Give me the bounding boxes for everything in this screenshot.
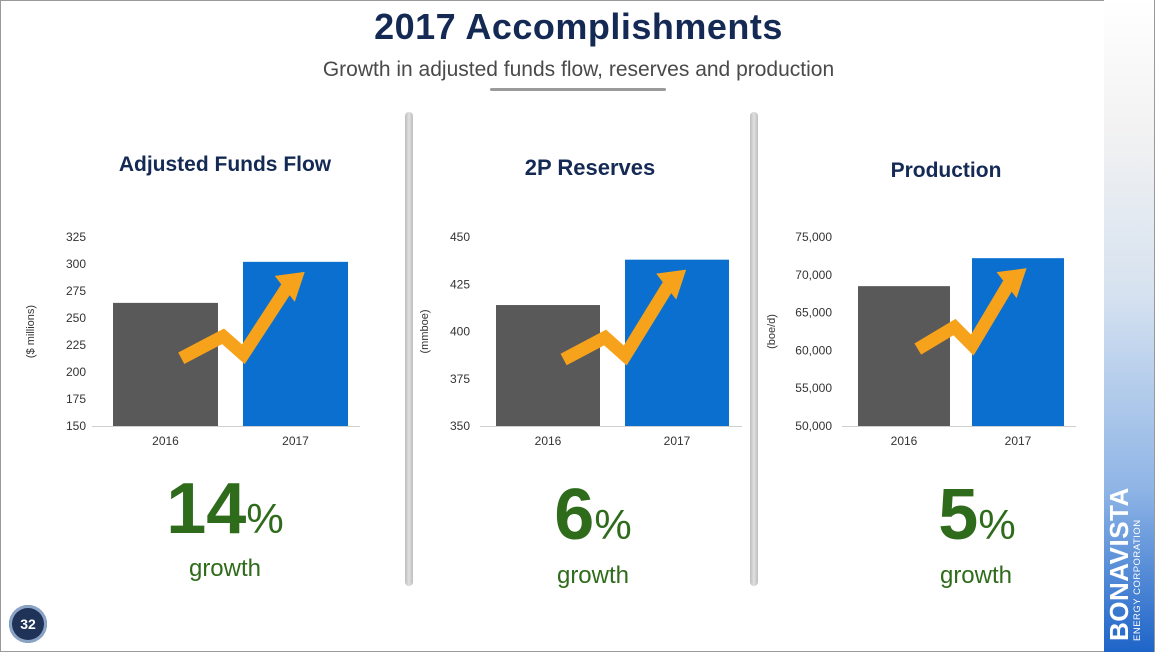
y-tick-label: 150 [66,419,86,433]
y-tick-label: 300 [66,257,86,271]
growth-number: 5 [938,475,979,555]
growth-production: 5% [862,474,1092,556]
panel-title-2p-reserves: 2P Reserves [524,155,656,180]
growth-arrow-head [996,268,1027,299]
growth-number: 6 [554,475,595,555]
y-tick-label: 375 [450,372,470,386]
growth-label: growth [188,555,262,582]
y-tick-label: 175 [66,392,86,406]
slide-title: 2017 Accomplishments [374,6,783,47]
x-tick-label: 2016 [891,434,918,448]
y-tick-label: 450 [450,230,470,244]
growth-arrow-head [274,271,305,302]
y-tick-label: 225 [66,338,86,352]
subtitle-underline [490,88,666,91]
y-tick-label: 65,000 [795,306,832,320]
brand-side-band [1104,0,1154,652]
y-tick-label: 200 [66,365,86,379]
growth-number: 14 [166,469,247,549]
growth-label: growth [556,562,630,589]
page-number-badge: 32 [9,605,47,643]
brand-logo: BONAVISTA ENERGY CORPORATION [1104,487,1144,641]
y-tick-label: 250 [66,311,86,325]
chart-2p-reserves: 350 375 400 425 450 (mmboe) 2016 2017 [419,230,742,448]
chart-adjusted-funds-flow: 150 175 200 225 250 275 300 325 ($ millions) 2016… [25,230,360,448]
panel-divider-left [405,112,413,586]
x-tick-label: 2017 [664,434,691,448]
bar-2016 [858,286,950,426]
y-tick-label: 70,000 [795,268,832,282]
y-tick-label: 75,000 [795,230,832,244]
growth-arrow-body [560,282,674,366]
y-tick-label: 60,000 [795,343,832,357]
brand-name: BONAVISTA [1104,487,1134,641]
growth-arrow-body [914,280,1015,356]
bar-2016 [496,305,600,426]
growth-percent-sign: % [246,495,284,542]
y-tick-label: 425 [450,277,470,291]
growth-arrow-body [178,284,293,365]
y-tick-label: 275 [66,284,86,298]
growth-2p-reserves: 6% [478,474,708,556]
growth-percent-sign: % [594,501,632,548]
panel-title-production: Production [890,159,1002,182]
x-tick-label: 2017 [1005,434,1032,448]
panel-title-adjusted-funds-flow: Adjusted Funds Flow [118,153,332,176]
chart-production: 50,000 55,000 60,000 65,000 70,000 75,000 (boe… [766,230,1076,448]
growth-percent-sign: % [978,501,1016,548]
x-tick-label: 2017 [282,434,309,448]
y-axis-label: ($ millions) [25,305,37,358]
growth-arrow-head [656,269,687,300]
y-axis-label: (mmboe) [419,309,431,353]
growth-label: growth [939,562,1013,589]
y-axis-label: (boe/d) [766,314,778,349]
x-tick-label: 2016 [152,434,179,448]
panel-divider-right [750,112,758,586]
bar-2016 [113,302,218,426]
y-tick-label: 325 [66,230,86,244]
y-tick-label: 400 [450,325,470,339]
slide-subtitle: Growth in adjusted funds flow, reserves … [322,58,835,81]
y-tick-label: 55,000 [795,381,832,395]
x-tick-label: 2016 [535,434,562,448]
y-tick-label: 50,000 [795,419,832,433]
y-tick-label: 350 [450,419,470,433]
growth-adjusted-funds-flow: 14% [110,468,340,550]
